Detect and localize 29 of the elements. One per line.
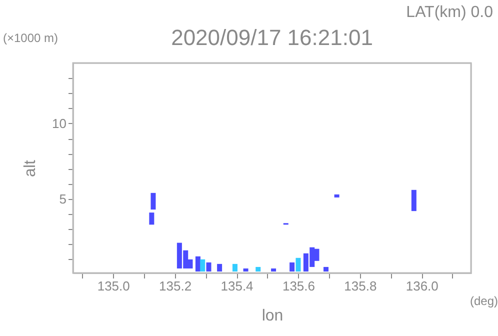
bar	[150, 192, 156, 210]
x-tick-label: 136.0	[406, 278, 438, 294]
bar	[296, 258, 301, 272]
x-tick-label: 135.4	[220, 278, 254, 294]
bar	[290, 262, 295, 272]
bar	[217, 264, 222, 272]
bar	[411, 190, 416, 212]
bar	[243, 268, 248, 272]
chart-subtitle: LAT(km) 0.0	[406, 4, 494, 21]
bar	[200, 259, 206, 272]
x-axis-title: lon	[262, 308, 284, 324]
bar	[206, 262, 212, 272]
chart-title: 2020/09/17 16:21:01	[171, 25, 373, 50]
y-axis-title: alt	[22, 160, 40, 177]
bar	[334, 194, 340, 198]
bar	[195, 256, 200, 272]
bar	[323, 266, 328, 272]
x-tick-label: 135.0	[97, 278, 130, 294]
text: (×1000 m)	[3, 31, 58, 45]
y-tick-label: 10	[52, 116, 66, 131]
text: (deg)	[470, 294, 498, 308]
x-tick-label: 135.8	[344, 278, 377, 294]
y-tick-label: 5	[59, 191, 66, 206]
bar	[271, 268, 276, 272]
bar	[256, 266, 261, 272]
x-tick-label: 135.6	[282, 278, 315, 294]
x-tick-label: 135.2	[159, 278, 192, 294]
bar	[232, 264, 238, 272]
bar	[149, 212, 154, 225]
